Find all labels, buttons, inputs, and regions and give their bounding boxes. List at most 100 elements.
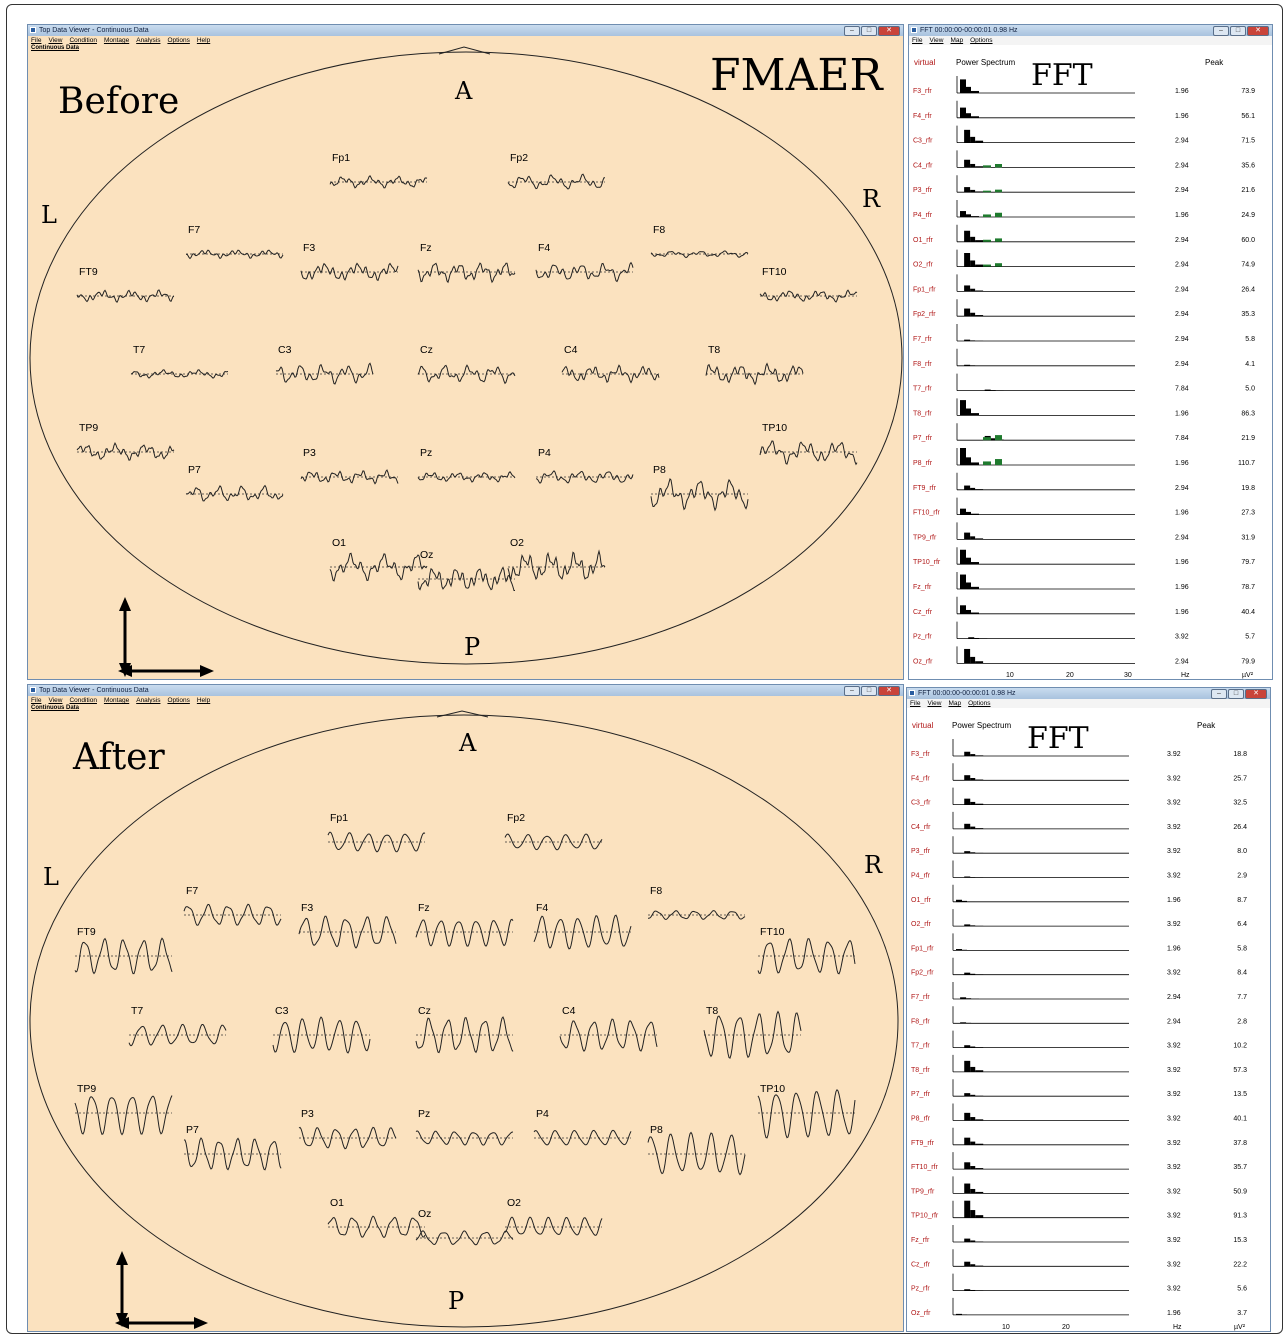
electrode-tp9[interactable]: TP9 [74, 1083, 173, 1136]
fft-row[interactable]: P4_rfr 3.92 2.9 [911, 860, 1247, 880]
electrode-p4[interactable]: P4 [533, 1108, 632, 1146]
menu-options[interactable]: Options [968, 700, 991, 707]
menu-view[interactable]: View [48, 37, 63, 44]
menu-view[interactable]: View [927, 700, 942, 707]
close-icon[interactable]: ✕ [1247, 26, 1269, 36]
fft-row[interactable]: Oz_rfr 1.96 3.7 [911, 1297, 1247, 1317]
electrode-f4[interactable]: F4 [535, 242, 634, 283]
fft-row[interactable]: Pz_rfr 3.92 5.7 [913, 621, 1255, 641]
menu-analysis[interactable]: Analysis [136, 37, 161, 44]
fft-row[interactable]: T7_rfr 7.84 5.0 [913, 373, 1255, 393]
menu-file[interactable]: File [31, 697, 42, 704]
close-icon[interactable]: ✕ [1245, 689, 1267, 699]
menu-map[interactable]: Map [948, 700, 962, 707]
close-icon[interactable]: ✕ [878, 26, 900, 36]
fft-row[interactable]: Fp1_rfr 1.96 5.8 [911, 933, 1247, 952]
fft-titlebar-before[interactable]: FFT 00:00:00-00:00:01 0.98 Hz – □ ✕ [909, 25, 1272, 36]
fft-row[interactable]: P3_rfr 3.92 8.0 [911, 836, 1247, 855]
maximize-icon[interactable]: □ [861, 686, 877, 696]
electrode-ft10[interactable]: FT10 [757, 926, 856, 975]
electrode-ft9[interactable]: FT9 [74, 926, 173, 975]
electrode-c4[interactable]: C4 [561, 344, 660, 384]
electrode-pz[interactable]: Pz [417, 447, 516, 483]
menu-file[interactable]: File [912, 37, 923, 44]
menu-help[interactable]: Help [196, 697, 211, 704]
menu-map[interactable]: Map [950, 37, 964, 44]
electrode-tp10[interactable]: TP10 [757, 1083, 856, 1139]
data-mode-link[interactable]: Continuous Data [31, 45, 79, 51]
fft-row[interactable]: C3_rfr 3.92 32.5 [911, 787, 1247, 807]
fft-row[interactable]: P4_rfr 1.96 24.9 [913, 200, 1255, 219]
fft-row[interactable]: T8_rfr 1.96 86.3 [913, 398, 1255, 417]
electrode-p3[interactable]: P3 [300, 447, 399, 485]
menu-condition[interactable]: Condition [69, 697, 97, 704]
menu-help[interactable]: Help [196, 37, 211, 44]
menu-options[interactable]: Options [970, 37, 993, 44]
electrode-fz[interactable]: Fz [417, 242, 516, 284]
electrode-p8[interactable]: P8 [650, 464, 749, 512]
fft-row[interactable]: O2_rfr 3.92 6.4 [911, 909, 1247, 928]
fft-row[interactable]: TP10_rfr 3.92 91.3 [911, 1200, 1247, 1220]
fft-row[interactable]: Oz_rfr 2.94 79.9 [913, 646, 1255, 665]
menu-view[interactable]: View [929, 37, 944, 44]
menu-options[interactable]: Options [167, 37, 190, 44]
fft-row[interactable]: O1_rfr 2.94 60.0 [913, 224, 1255, 244]
electrode-t8[interactable]: T8 [703, 1005, 802, 1059]
fft-row[interactable]: O2_rfr 2.94 74.9 [913, 249, 1255, 269]
fft-row[interactable]: Fz_rfr 1.96 78.7 [913, 572, 1255, 591]
electrode-pz[interactable]: Pz [415, 1108, 514, 1146]
electrode-fp2[interactable]: Fp2 [507, 152, 605, 190]
minimize-icon[interactable]: – [1211, 689, 1227, 699]
close-icon[interactable]: ✕ [878, 686, 900, 696]
electrode-o2[interactable]: O2 [507, 537, 606, 581]
electrode-c3[interactable]: C3 [275, 344, 374, 385]
fft-row[interactable]: F3_rfr 3.92 18.8 [911, 739, 1247, 758]
electrode-cz[interactable]: Cz [417, 344, 516, 385]
fft-row[interactable]: F8_rfr 2.94 4.1 [913, 348, 1255, 368]
minimize-icon[interactable]: – [1213, 26, 1229, 36]
electrode-o2[interactable]: O2 [504, 1197, 603, 1236]
electrode-oz[interactable]: Oz [417, 549, 515, 591]
menu-file[interactable]: File [910, 700, 921, 707]
fft-row[interactable]: F7_rfr 2.94 7.7 [911, 982, 1247, 1001]
fft-row[interactable]: TP9_rfr 2.94 31.9 [913, 522, 1255, 541]
menu-condition[interactable]: Condition [69, 37, 97, 44]
fft-row[interactable]: F4_rfr 3.92 25.7 [911, 763, 1247, 782]
maximize-icon[interactable]: □ [861, 26, 877, 36]
fft-row[interactable]: F3_rfr 1.96 73.9 [913, 76, 1255, 95]
fft-row[interactable]: FT10_rfr 3.92 35.7 [911, 1152, 1247, 1171]
topo-titlebar-after[interactable]: Top Data Viewer - Continuous Data – □ ✕ [28, 685, 903, 696]
fft-row[interactable]: F8_rfr 2.94 2.8 [911, 1006, 1247, 1025]
maximize-icon[interactable]: □ [1230, 26, 1246, 36]
fft-row[interactable]: Cz_rfr 3.92 22.2 [911, 1249, 1247, 1268]
electrode-tp10[interactable]: TP10 [759, 422, 858, 466]
fft-row[interactable]: P3_rfr 2.94 21.6 [913, 175, 1255, 194]
fft-row[interactable]: T7_rfr 3.92 10.2 [911, 1030, 1247, 1050]
electrode-f8[interactable]: F8 [650, 224, 749, 259]
electrode-fp2[interactable]: Fp2 [504, 812, 603, 851]
electrode-f7[interactable]: F7 [185, 224, 284, 260]
electrode-t8[interactable]: T8 [705, 344, 804, 386]
electrode-f8[interactable]: F8 [648, 885, 746, 921]
electrode-c4[interactable]: C4 [559, 1005, 658, 1052]
menu-montage[interactable]: Montage [103, 37, 130, 44]
fft-row[interactable]: Fp2_rfr 3.92 8.4 [911, 957, 1247, 977]
fft-row[interactable]: P7_rfr 7.84 21.9 [913, 423, 1255, 442]
electrode-p7[interactable]: P7 [185, 464, 284, 502]
fft-row[interactable]: F7_rfr 2.94 5.8 [913, 324, 1255, 343]
electrode-f4[interactable]: F4 [533, 902, 632, 950]
fft-row[interactable]: O1_rfr 1.96 8.7 [911, 884, 1247, 904]
electrode-t7[interactable]: T7 [128, 1005, 227, 1047]
electrode-p7[interactable]: P7 [183, 1124, 282, 1171]
fft-row[interactable]: FT9_rfr 2.94 19.8 [913, 472, 1255, 492]
electrode-tp9[interactable]: TP9 [76, 422, 175, 461]
fft-row[interactable]: P8_rfr 3.92 40.1 [911, 1103, 1247, 1123]
electrode-f3[interactable]: F3 [300, 242, 399, 282]
electrode-p4[interactable]: P4 [535, 447, 634, 484]
fft-row[interactable]: F4_rfr 1.96 56.1 [913, 100, 1255, 120]
menu-analysis[interactable]: Analysis [136, 697, 161, 704]
minimize-icon[interactable]: – [844, 686, 860, 696]
fft-row[interactable]: C4_rfr 2.94 35.6 [913, 150, 1255, 169]
fft-row[interactable]: C3_rfr 2.94 71.5 [913, 125, 1255, 145]
fft-row[interactable]: Cz_rfr 1.96 40.4 [913, 596, 1255, 616]
